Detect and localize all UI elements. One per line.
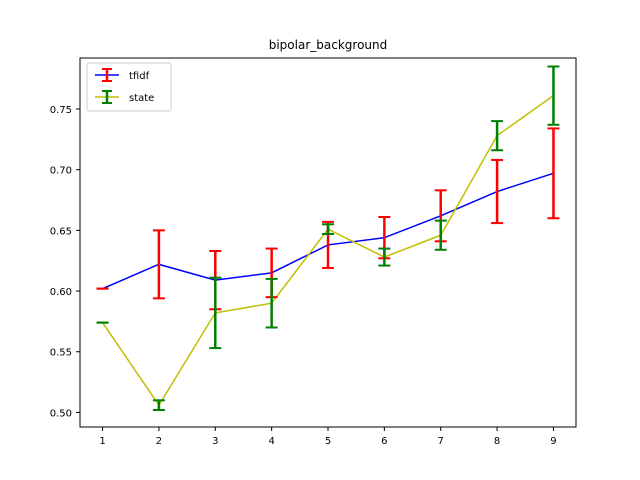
chart-title: bipolar_background bbox=[269, 38, 388, 52]
plot-error-bars bbox=[96, 65, 560, 412]
error-bar-state-2 bbox=[152, 399, 165, 412]
y-tick-label: 0.65 bbox=[50, 226, 72, 237]
error-bar-state-6 bbox=[378, 247, 391, 267]
y-tick-label: 0.55 bbox=[50, 348, 72, 359]
x-tick-label: 8 bbox=[494, 436, 500, 447]
x-tick-label: 4 bbox=[268, 436, 274, 447]
error-bar-state-9 bbox=[547, 65, 560, 126]
x-tick-label: 7 bbox=[438, 436, 444, 447]
error-bar-tfidf-8 bbox=[491, 158, 504, 225]
legend: tfidf state bbox=[86, 62, 172, 112]
legend-item-tfidf: tfidf bbox=[95, 68, 150, 82]
y-tick-label: 0.75 bbox=[50, 105, 72, 116]
x-tick-label: 5 bbox=[325, 436, 331, 447]
axes: 1 2 3 4 5 6 7 8 9 0.50 0.55 0.60 0.65 0.70 0.75 bbox=[50, 57, 577, 447]
x-tick-label: 9 bbox=[550, 436, 556, 447]
x-tick-label: 1 bbox=[99, 436, 105, 447]
y-tick-label: 0.70 bbox=[50, 166, 72, 177]
error-bar-tfidf-2 bbox=[152, 229, 165, 300]
error-bar-state-8 bbox=[491, 120, 504, 152]
error-bar-state-7 bbox=[434, 219, 447, 251]
x-tick-label: 2 bbox=[156, 436, 162, 447]
error-bar-state-4 bbox=[265, 277, 278, 329]
error-bar-state-5 bbox=[322, 223, 334, 236]
legend-label: state bbox=[129, 93, 154, 104]
legend-label: tfidf bbox=[129, 71, 150, 82]
x-tick-label: 3 bbox=[212, 436, 218, 447]
y-tick-label: 0.50 bbox=[50, 408, 72, 419]
legend-item-state: state bbox=[95, 90, 154, 104]
y-tick-label: 0.60 bbox=[50, 287, 72, 298]
error-bar-tfidf-9 bbox=[547, 127, 560, 220]
error-bar-state-3 bbox=[209, 276, 222, 350]
x-tick-label: 6 bbox=[381, 436, 387, 447]
